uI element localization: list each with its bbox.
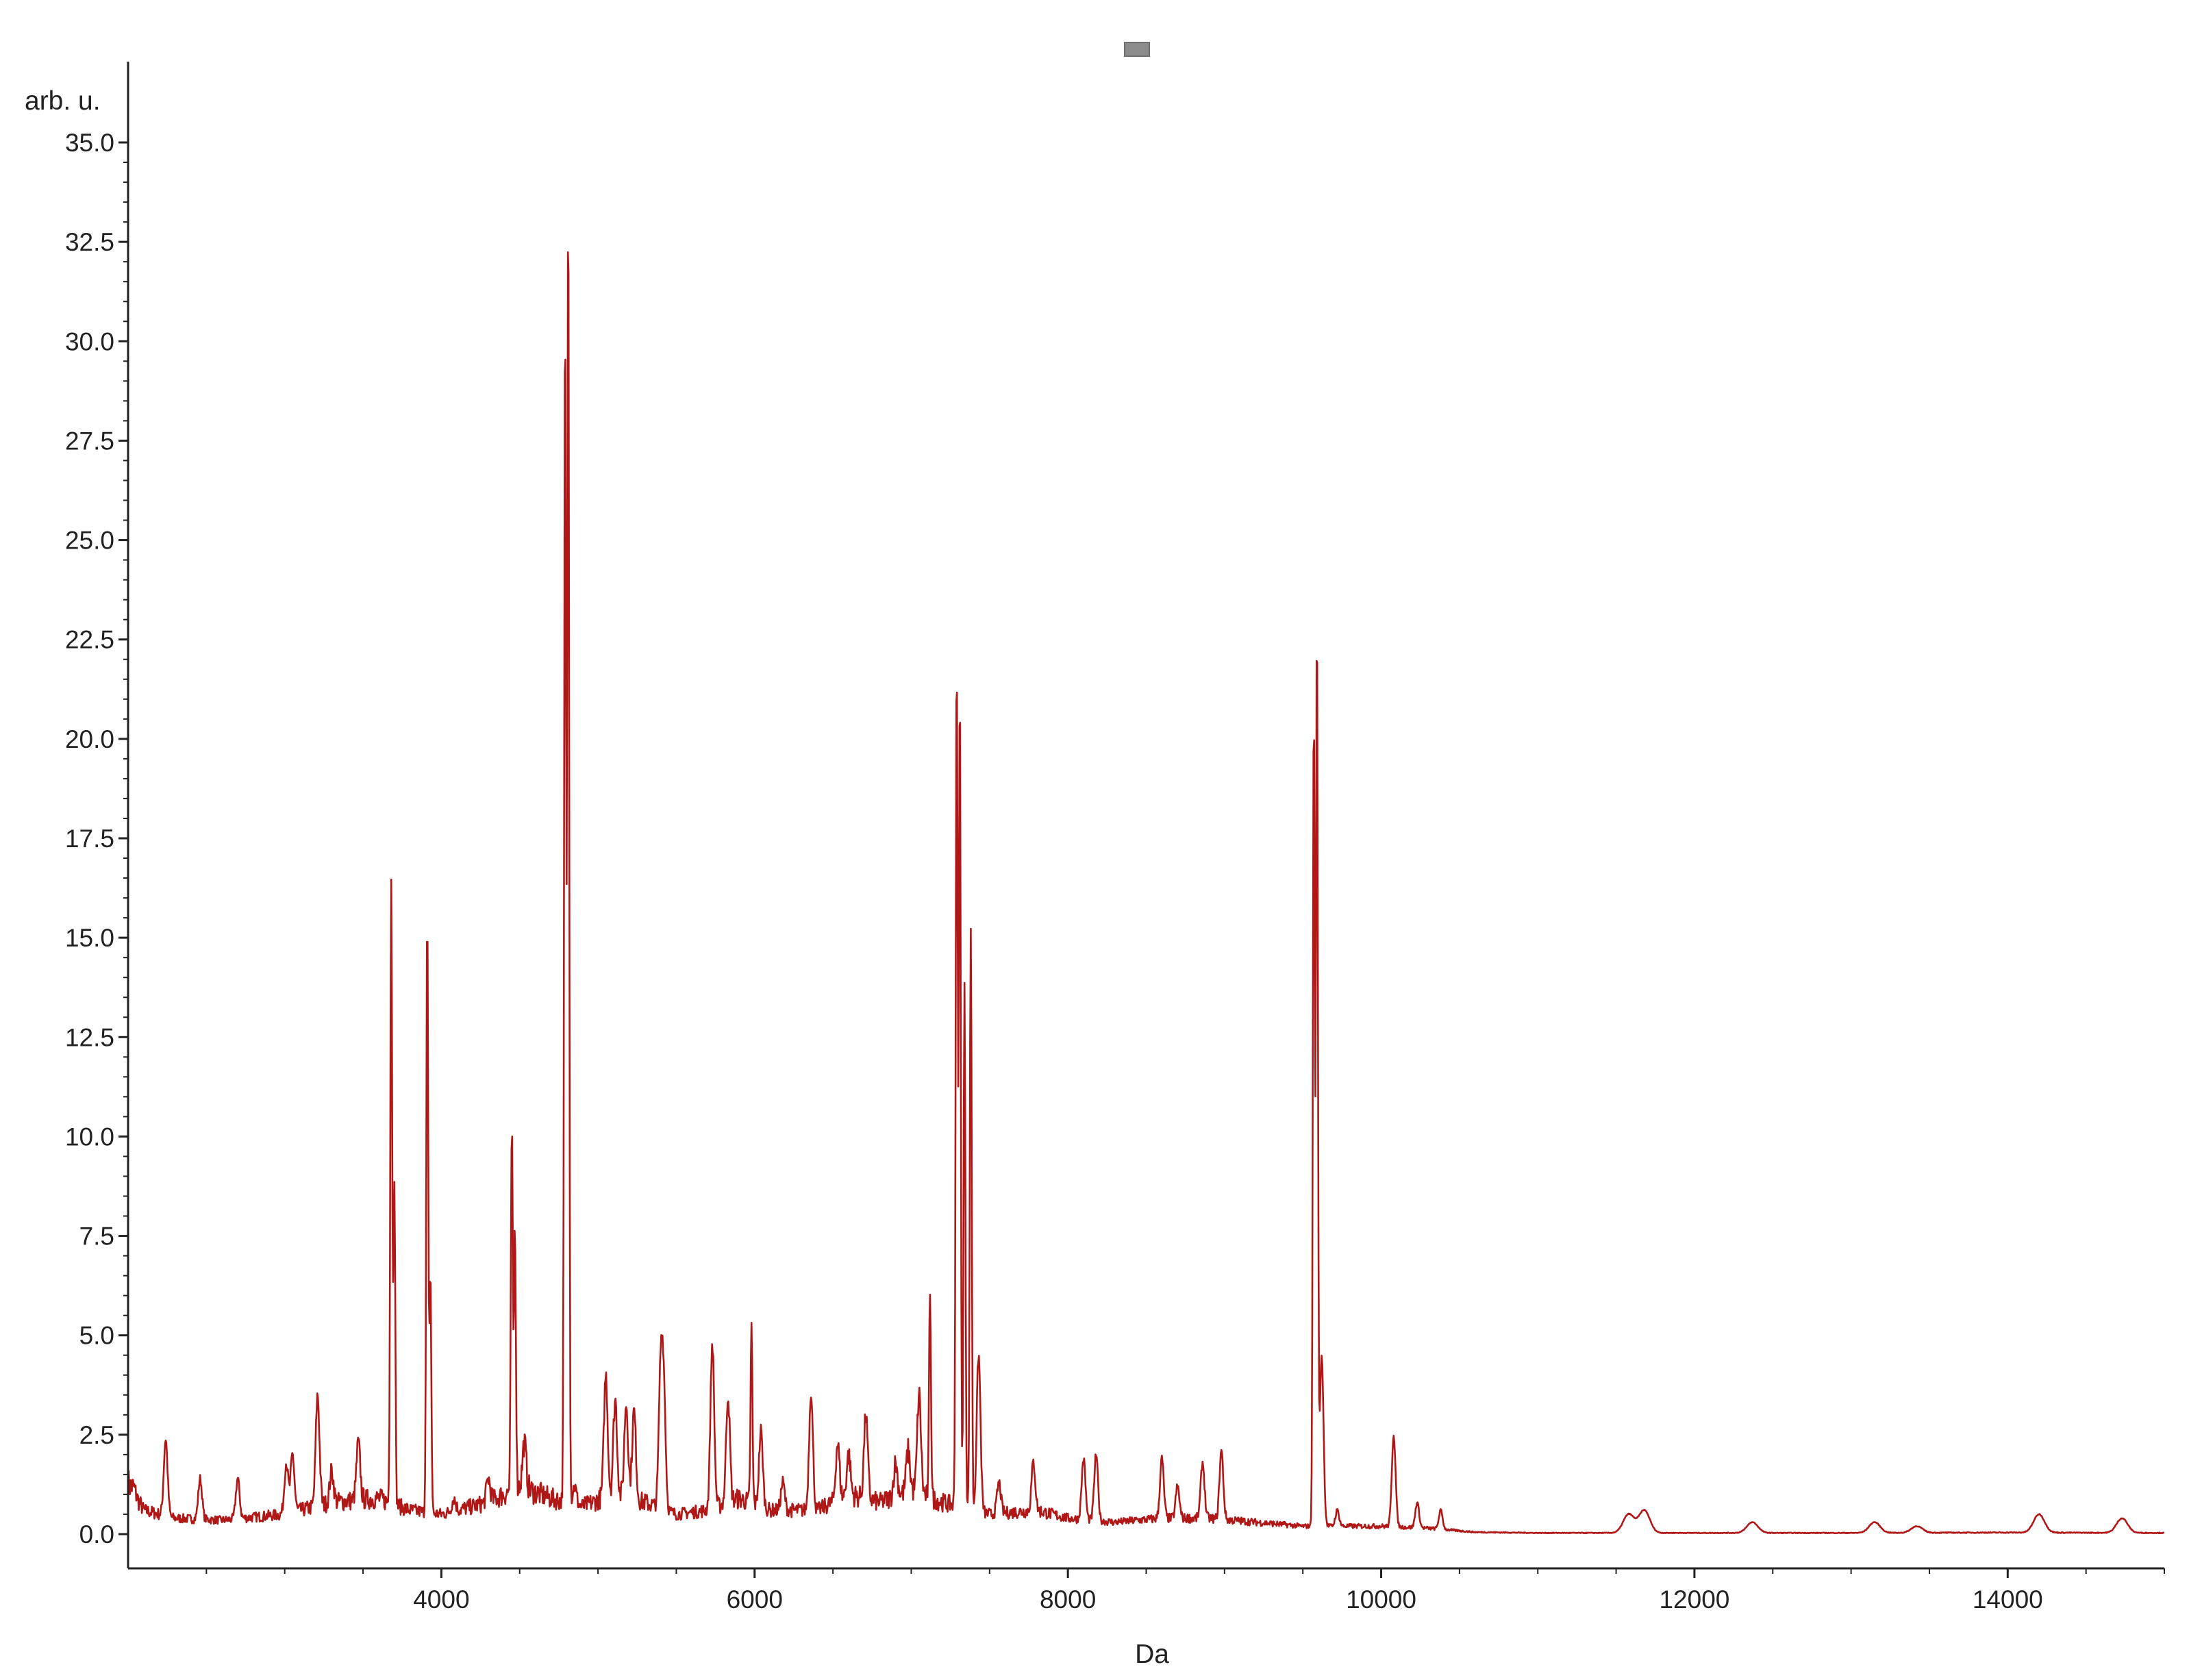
x-tick-label: 12000 <box>1659 1585 1729 1614</box>
legend-swatch <box>1124 42 1150 57</box>
y-axis-ticks: 0.0 2.5 5.0 7.5 10.0 12.5 15.0 17.5 20.0 22.5 25.0… <box>65 129 128 1549</box>
y-tick-label: 2.5 <box>79 1421 114 1449</box>
x-tick-label: 14000 <box>1973 1585 2043 1614</box>
y-tick-label: 0.0 <box>79 1520 114 1549</box>
y-tick-label: 7.5 <box>79 1223 114 1251</box>
y-tick-label: 10.0 <box>65 1123 114 1151</box>
x-tick-label: 6000 <box>727 1585 783 1614</box>
y-tick-label: 17.5 <box>65 825 114 853</box>
x-axis-ticks: 4000 6000 8000 10000 12000 14000 <box>205 1568 2165 1614</box>
y-tick-label: 12.5 <box>65 1023 114 1051</box>
y-tick-label: 30.0 <box>65 327 114 355</box>
spectrum-series-line <box>127 251 2165 1535</box>
y-tick-label: 22.5 <box>65 626 114 654</box>
x-tick-label: 8000 <box>1040 1585 1096 1614</box>
y-tick-label: 20.0 <box>65 725 114 753</box>
x-tick-label: 10000 <box>1346 1585 1416 1614</box>
x-axis-label: Da <box>1135 1640 1169 1669</box>
y-tick-label: 5.0 <box>79 1322 114 1350</box>
y-tick-label: 25.0 <box>65 527 114 555</box>
x-tick-label: 4000 <box>413 1585 469 1614</box>
y-tick-label: 15.0 <box>65 924 114 952</box>
y-tick-label: 27.5 <box>65 427 114 455</box>
y-tick-label: 32.5 <box>65 228 114 256</box>
y-tick-label: 35.0 <box>65 129 114 157</box>
y-axis-label: arb. u. <box>25 86 101 116</box>
